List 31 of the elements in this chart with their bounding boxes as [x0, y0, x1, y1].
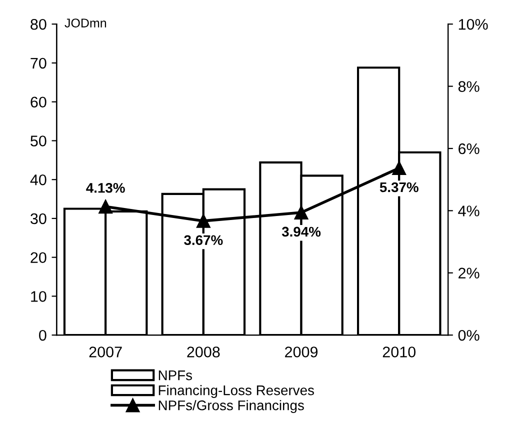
- y-tick-label: 0: [39, 330, 46, 341]
- y-tick-label: 40: [30, 174, 46, 186]
- y2-tick-label: 6%: [458, 143, 480, 154]
- data-label: 3.67%: [184, 235, 223, 246]
- y-tick-label: 30: [30, 213, 46, 224]
- data-label: 5.37%: [380, 182, 418, 192]
- y-tick-label: 50: [30, 136, 46, 146]
- x-tick-label: 2009: [285, 346, 318, 358]
- legend-label: NPFs: [158, 370, 192, 380]
- y2-tick-label: 8%: [458, 81, 480, 92]
- y-tick-label: 80: [30, 18, 46, 30]
- y-tick-label: 60: [30, 96, 46, 108]
- x-tick-label: 2008: [187, 346, 220, 358]
- data-label: 3.94%: [282, 226, 321, 237]
- point: [392, 161, 406, 176]
- x-tick-label: 2010: [382, 346, 416, 358]
- y2-tick-label: 0%: [458, 330, 480, 341]
- y2-tick-label: 4%: [458, 206, 480, 216]
- x-tick-label: 2007: [89, 346, 122, 358]
- y-tick-label: 70: [30, 58, 46, 69]
- point: [98, 200, 113, 214]
- data-label: 4.13%: [86, 182, 125, 193]
- y-tick-label: 20: [30, 252, 46, 264]
- legend-label: Financing-Loss Reserves: [158, 385, 314, 398]
- y-axis-title: JODmn: [64, 18, 106, 28]
- y-tick-label: 10: [31, 291, 46, 302]
- point: [294, 206, 308, 220]
- y2-tick-label: 10%: [458, 18, 488, 30]
- legend-label: NPFs/Gross Financings: [158, 400, 304, 414]
- y2-tick-label: 2%: [458, 268, 480, 278]
- point: [196, 214, 210, 228]
